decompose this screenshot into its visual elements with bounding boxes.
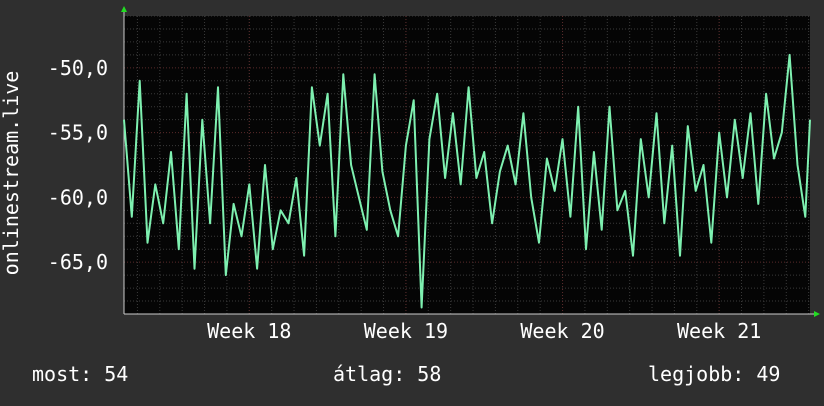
stat-best: legjobb: 49 xyxy=(648,362,781,386)
y-tick-label: -55,0 xyxy=(48,121,108,145)
x-axis-arrow xyxy=(814,311,820,317)
x-tick-label: Week 21 xyxy=(677,319,761,343)
x-tick-label: Week 18 xyxy=(207,319,291,343)
y-axis-arrow xyxy=(121,6,127,12)
series-line xyxy=(123,53,811,309)
stat-current: most: 54 xyxy=(32,362,129,386)
stat-average: átlag: 58 xyxy=(333,362,442,386)
y-axis-label: onlinestream.live xyxy=(0,71,23,276)
y-tick-label: -60,0 xyxy=(48,185,108,209)
plot-area xyxy=(124,16,810,314)
y-tick-label: -65,0 xyxy=(48,250,108,274)
x-tick-label: Week 19 xyxy=(364,319,448,343)
y-tick-label: -50,0 xyxy=(48,56,108,80)
x-tick-label: Week 20 xyxy=(520,319,604,343)
